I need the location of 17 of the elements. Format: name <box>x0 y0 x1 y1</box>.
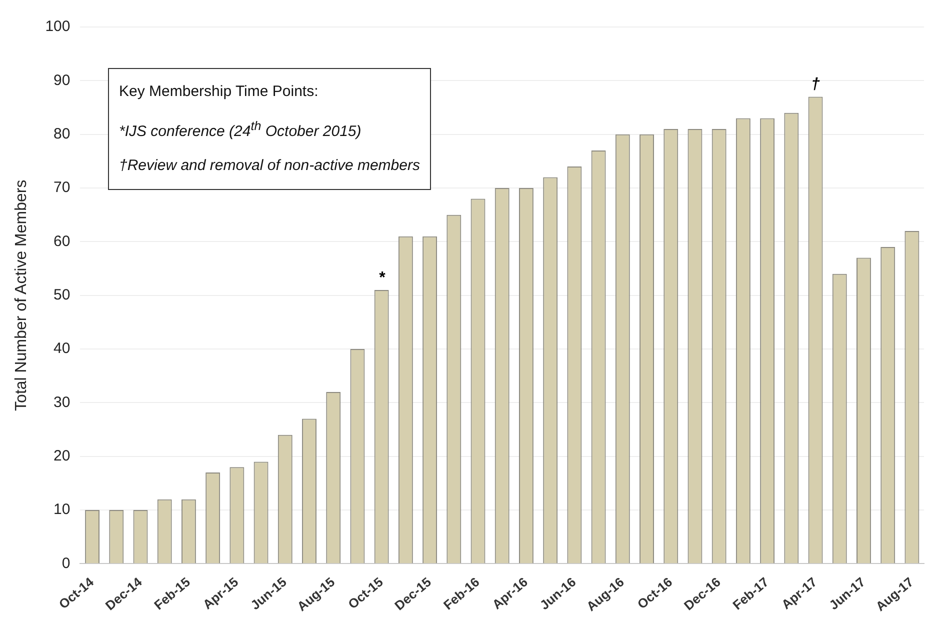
y-tick-label: 20 <box>54 448 70 465</box>
y-tick-label: 90 <box>54 72 70 89</box>
y-tick-label: 30 <box>54 394 70 411</box>
y-tick-label: 100 <box>45 18 70 36</box>
y-tick-label: 10 <box>54 501 70 518</box>
annotation: Key Membership Time Points: <box>119 82 320 102</box>
y-tick-label: 40 <box>54 340 70 358</box>
annotation: *IJS conference (24$^{th}$ October 2015) <box>119 118 362 142</box>
y-axis-title: Total Number of Active Members <box>13 180 30 411</box>
annotation: †Review and removal of non-active members <box>119 156 420 176</box>
y-tick-label: 0 <box>62 554 70 572</box>
annotation: † <box>811 76 820 94</box>
y-tick-label: 60 <box>54 232 70 250</box>
y-tick-label: 80 <box>54 125 70 142</box>
y-tick-label: 50 <box>54 286 70 304</box>
y-tick-label: 70 <box>54 179 70 196</box>
annotation: * <box>378 269 386 286</box>
